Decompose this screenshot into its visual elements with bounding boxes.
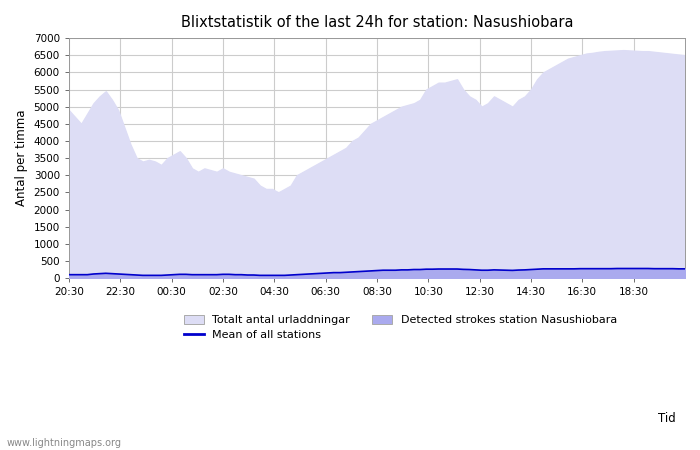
Text: www.lightningmaps.org: www.lightningmaps.org bbox=[7, 438, 122, 448]
Text: Tid: Tid bbox=[658, 412, 676, 425]
Legend: Totalt antal urladdningar, Mean of all stations, Detected strokes station Nasush: Totalt antal urladdningar, Mean of all s… bbox=[179, 310, 622, 345]
Y-axis label: Antal per timma: Antal per timma bbox=[15, 110, 28, 207]
Title: Blixtstatistik of the last 24h for station: Nasushiobara: Blixtstatistik of the last 24h for stati… bbox=[181, 15, 573, 30]
